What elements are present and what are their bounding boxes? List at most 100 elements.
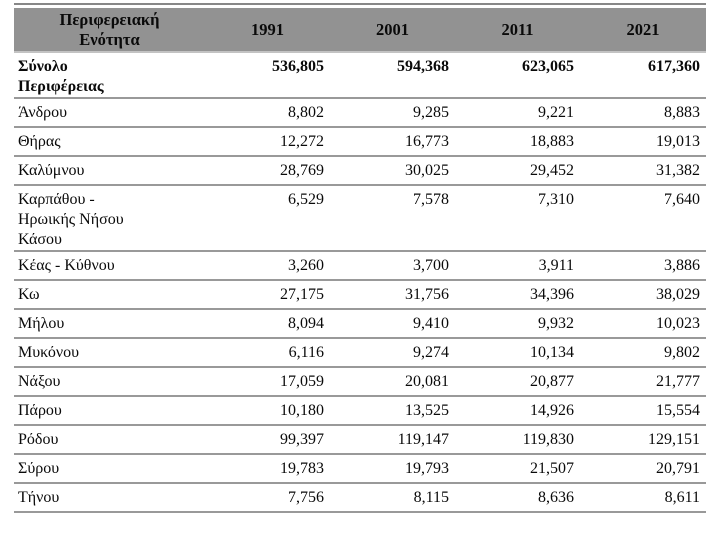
- value-cell: 536,805: [272, 58, 324, 75]
- value-cell: 15,554: [656, 402, 700, 419]
- value-cell: 8,611: [664, 489, 700, 506]
- value-cell: 31,382: [656, 162, 700, 179]
- value-cell: 21,777: [656, 373, 700, 390]
- region-cell: Καλύμνου: [14, 156, 205, 185]
- value-cell: 9,221: [538, 104, 574, 121]
- value-cell: 99,397: [280, 431, 324, 448]
- value-cell: 9,274: [413, 344, 449, 361]
- value-cell: 19,013: [656, 133, 700, 150]
- census-table: Περιφερειακή Ενότητα 1991 2001 2011 2021…: [14, 8, 706, 513]
- region-cell: Πάρου: [14, 396, 205, 425]
- value-cell: 10,023: [656, 315, 700, 332]
- value-cell: 6,116: [288, 344, 324, 361]
- value-cell: 8,802: [288, 104, 324, 121]
- value-cell: 19,783: [280, 460, 324, 477]
- value-cell: 9,410: [413, 315, 449, 332]
- value-cell: 129,151: [648, 431, 700, 448]
- table-row: Μήλου 8,094 9,410 9,932 10,023: [14, 309, 706, 338]
- value-cell: 7,640: [664, 191, 700, 208]
- value-cell: 16,773: [405, 133, 449, 150]
- value-cell: 3,911: [538, 257, 574, 274]
- table-row: Καλύμνου 28,769 30,025 29,452 31,382: [14, 156, 706, 185]
- column-header-year-2021: 2021: [626, 19, 660, 39]
- value-cell: 9,802: [664, 344, 700, 361]
- value-cell: 119,147: [397, 431, 449, 448]
- value-cell: 34,396: [530, 286, 574, 303]
- region-label: Μυκόνου: [18, 344, 80, 361]
- region-label: Κέας - Κύθνου: [18, 257, 115, 274]
- value-cell: 119,830: [522, 431, 574, 448]
- region-cell: Κω: [14, 280, 205, 309]
- region-label: Ρόδου: [18, 431, 59, 448]
- region-cell: Μυκόνου: [14, 338, 205, 367]
- value-cell: 19,793: [405, 460, 449, 477]
- region-cell: Θήρας: [14, 127, 205, 156]
- total-row: Σύνολο Περιφέρειας 536,805 594,368 623,0…: [14, 52, 706, 98]
- table-header-row: Περιφερειακή Ενότητα 1991 2001 2011 2021: [14, 8, 706, 52]
- region-label: Νάξου: [18, 373, 61, 390]
- table-row: Νάξου 17,059 20,081 20,877 21,777: [14, 367, 706, 396]
- value-cell: 8,883: [664, 104, 700, 121]
- value-cell: 8,094: [288, 315, 324, 332]
- table-row: Κέας - Κύθνου 3,260 3,700 3,911 3,886: [14, 251, 706, 280]
- value-cell: 9,932: [538, 315, 574, 332]
- value-cell: 38,029: [656, 286, 700, 303]
- region-label: Άνδρου: [18, 104, 68, 121]
- table-body: Σύνολο Περιφέρειας 536,805 594,368 623,0…: [14, 52, 706, 512]
- table-row: Σύρου 19,783 19,793 21,507 20,791: [14, 454, 706, 483]
- value-cell: 7,310: [538, 191, 574, 208]
- value-cell: 623,065: [522, 58, 574, 75]
- value-cell: 7,578: [413, 191, 449, 208]
- region-label: Μήλου: [18, 315, 65, 332]
- region-cell: Τήνου: [14, 483, 205, 512]
- table-row: Άνδρου 8,802 9,285 9,221 8,883: [14, 98, 706, 127]
- column-header-region: Περιφερειακή Ενότητα: [14, 8, 205, 52]
- value-cell: 31,756: [405, 286, 449, 303]
- table-row: Μυκόνου 6,116 9,274 10,134 9,802: [14, 338, 706, 367]
- value-cell: 13,525: [405, 402, 449, 419]
- column-header-year-2001: 2001: [376, 19, 409, 39]
- value-cell: 6,529: [288, 191, 324, 208]
- value-cell: 18,883: [530, 133, 574, 150]
- region-cell: Κέας - Κύθνου: [14, 251, 205, 280]
- value-cell: 594,368: [397, 58, 449, 75]
- value-cell: 3,260: [288, 257, 324, 274]
- region-cell: Μήλου: [14, 309, 205, 338]
- region-label: Τήνου: [18, 489, 60, 506]
- value-cell: 8,115: [413, 489, 449, 506]
- region-label: Πάρου: [18, 402, 62, 419]
- region-label: Θήρας: [18, 133, 61, 150]
- value-cell: 17,059: [280, 373, 324, 390]
- value-cell: 14,926: [530, 402, 574, 419]
- region-cell: Νάξου: [14, 367, 205, 396]
- table-row: Θήρας 12,272 16,773 18,883 19,013: [14, 127, 706, 156]
- table-row: Καρπάθου - Ηρωικής Νήσου Κάσου 6,529 7,5…: [14, 185, 706, 251]
- value-cell: 3,886: [664, 257, 700, 274]
- region-label: Καρπάθου - Ηρωικής Νήσου Κάσου: [18, 191, 124, 248]
- region-label: Κω: [18, 286, 40, 303]
- value-cell: 617,360: [648, 58, 700, 75]
- table-row: Πάρου 10,180 13,525 14,926 15,554: [14, 396, 706, 425]
- table-row: Τήνου 7,756 8,115 8,636 8,611: [14, 483, 706, 512]
- region-cell: Άνδρου: [14, 98, 205, 127]
- value-cell: 12,272: [280, 133, 324, 150]
- column-header-year-2011: 2011: [501, 19, 534, 39]
- region-label: Σύρου: [18, 460, 60, 477]
- population-table: Περιφερειακή Ενότητα 1991 2001 2011 2021…: [14, 3, 706, 513]
- table-header: Περιφερειακή Ενότητα 1991 2001 2011 2021: [14, 8, 706, 52]
- table-row: Ρόδου 99,397 119,147 119,830 129,151: [14, 425, 706, 454]
- value-cell: 20,791: [656, 460, 700, 477]
- table-top-border: [14, 3, 706, 5]
- region-label: Καλύμνου: [18, 162, 85, 179]
- region-cell: Καρπάθου - Ηρωικής Νήσου Κάσου: [14, 185, 205, 251]
- value-cell: 10,180: [280, 402, 324, 419]
- value-cell: 21,507: [530, 460, 574, 477]
- value-cell: 27,175: [280, 286, 324, 303]
- value-cell: 9,285: [413, 104, 449, 121]
- table-row: Κω 27,175 31,756 34,396 38,029: [14, 280, 706, 309]
- value-cell: 30,025: [405, 162, 449, 179]
- value-cell: 29,452: [530, 162, 574, 179]
- value-cell: 20,877: [530, 373, 574, 390]
- value-cell: 3,700: [413, 257, 449, 274]
- region-label: Σύνολο Περιφέρειας: [18, 58, 104, 95]
